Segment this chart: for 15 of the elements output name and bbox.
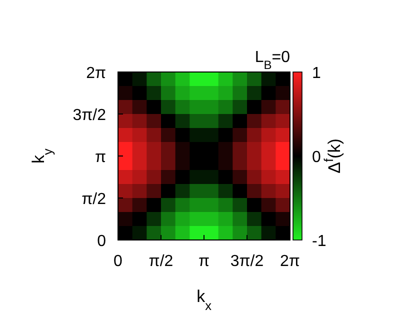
x-tick-label: 0 bbox=[114, 253, 123, 270]
chart-title: L$_{B}$=0 bbox=[254, 49, 290, 72]
color-bar-label: -1 bbox=[312, 233, 326, 250]
color-bar-label: 0 bbox=[312, 149, 321, 166]
x-tick-label: 3π/2 bbox=[230, 253, 264, 270]
y-tick-label: 2π bbox=[86, 65, 106, 82]
x-axis-title: k$_{x}$ bbox=[196, 287, 212, 312]
y-tick-label: π/2 bbox=[82, 191, 106, 208]
y-tick-label: π bbox=[94, 149, 106, 166]
y-tick-label: 0 bbox=[97, 233, 106, 250]
x-tick-label: 2π bbox=[280, 253, 300, 270]
x-tick-label: π bbox=[198, 253, 210, 270]
x-tick-label: π/2 bbox=[148, 253, 174, 270]
color-bar-label: 1 bbox=[312, 65, 321, 82]
y-tick-label: 3π/2 bbox=[72, 107, 106, 124]
